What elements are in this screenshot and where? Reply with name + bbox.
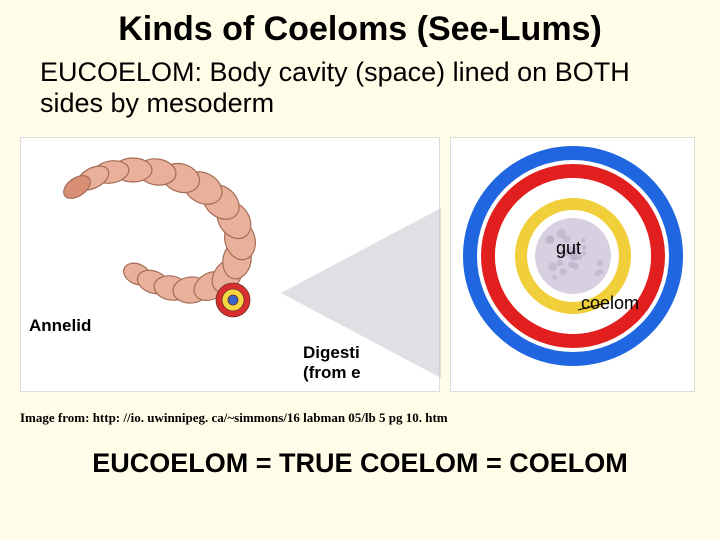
citation-url: http: //io. uwinnipeg. ca/~simmons/16 la… bbox=[93, 410, 448, 425]
citation-prefix: Image from: bbox=[20, 410, 93, 425]
annelid-label: Annelid bbox=[29, 316, 91, 336]
digestive-label: Digesti (from e bbox=[303, 343, 361, 383]
gut-label: gut bbox=[556, 238, 581, 259]
coelom-label: coelom bbox=[581, 293, 639, 314]
equation-text: EUCOELOM = TRUE COELOM = COELOM bbox=[0, 430, 720, 479]
page-title: Kinds of Coeloms (See-Lums) bbox=[0, 0, 720, 49]
worm-diagram-panel: Annelid Digesti (from e bbox=[20, 137, 440, 392]
diagram-area: Annelid Digesti (from e gut coelom bbox=[0, 127, 720, 392]
digestive-label-line1: Digesti bbox=[303, 343, 360, 362]
image-citation: Image from: http: //io. uwinnipeg. ca/~s… bbox=[0, 392, 720, 430]
cross-section-svg bbox=[451, 138, 696, 393]
digestive-label-line2: (from e bbox=[303, 363, 361, 382]
definition-text: EUCOELOM: Body cavity (space) lined on B… bbox=[0, 49, 720, 127]
cross-section-panel: gut coelom bbox=[450, 137, 695, 392]
worm-svg bbox=[21, 138, 441, 393]
